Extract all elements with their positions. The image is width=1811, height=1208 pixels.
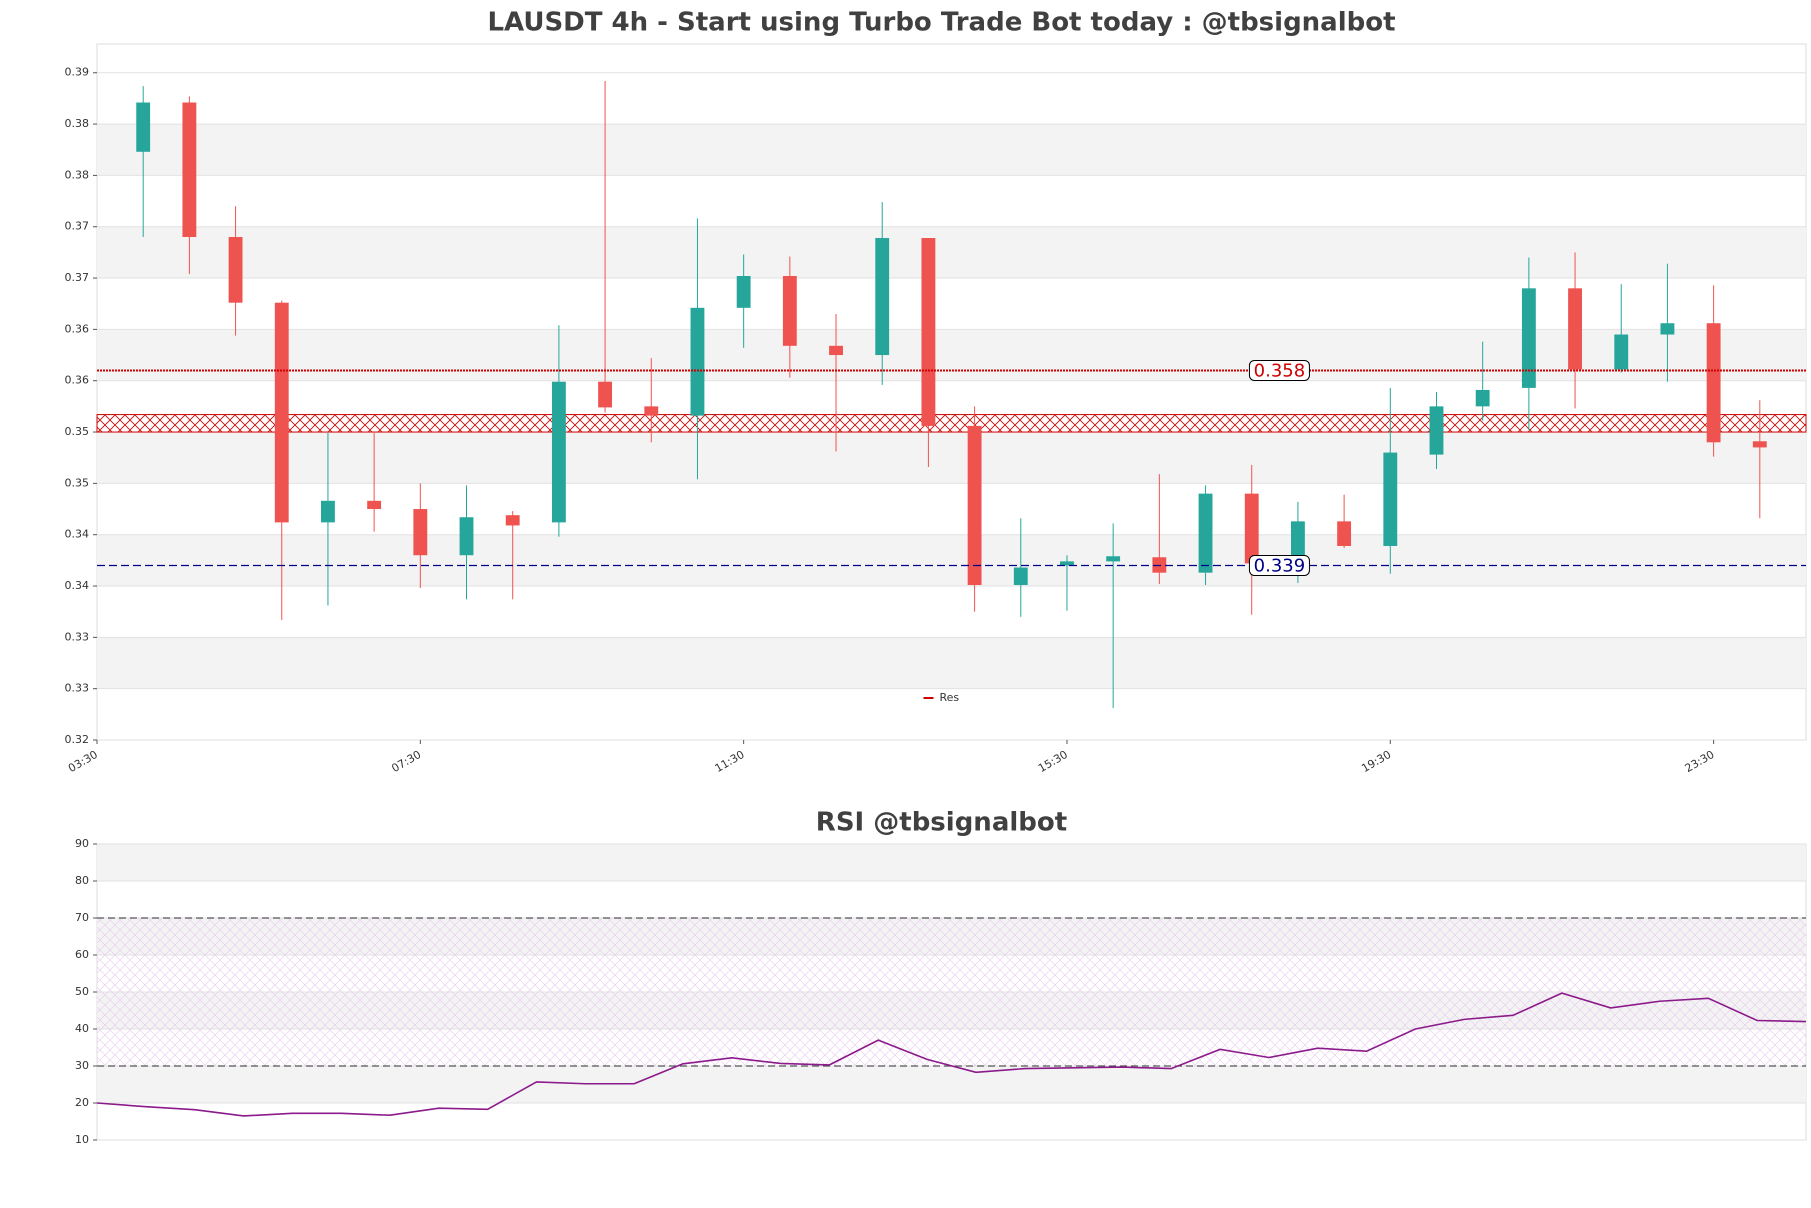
candle-body (921, 238, 936, 426)
y-tick-label: 0.34 (65, 528, 90, 541)
y-tick-label: 60 (75, 948, 89, 961)
y-tick-label: 0.36 (65, 322, 90, 335)
y-tick-label: 10 (75, 1133, 89, 1146)
candle-body (1337, 521, 1352, 546)
candle-body (1429, 406, 1444, 455)
band (97, 637, 1806, 689)
y-tick-label: 0.33 (65, 630, 90, 643)
candle-body (1013, 567, 1028, 585)
band (97, 226, 1806, 279)
x-tick-label: 07:30 (389, 748, 423, 775)
legend-label: Res (940, 691, 960, 704)
candle-body (598, 381, 613, 408)
candle-body (1244, 493, 1259, 564)
chart-title: LAUSDT 4h - Start using Turbo Trade Bot … (487, 8, 1395, 38)
zone (96, 414, 1807, 433)
y-tick-label: 0.35 (65, 425, 90, 438)
candle-body (1660, 323, 1675, 335)
band (97, 124, 1806, 176)
candle-body (274, 302, 289, 523)
candle-body (1568, 288, 1582, 370)
y-tick-label: 0.38 (65, 168, 90, 181)
band (97, 844, 1806, 881)
candle-body (1060, 561, 1074, 566)
candle-body (136, 102, 151, 152)
resistance-label: 0.358 (1254, 360, 1306, 381)
y-tick-label: 80 (75, 874, 89, 887)
candle-body (1475, 389, 1490, 407)
y-tick-label: 90 (75, 837, 89, 850)
y-tick-label: 0.36 (65, 374, 90, 387)
y-tick-label: 0.34 (65, 579, 90, 592)
band (97, 329, 1806, 381)
candle-body (644, 406, 659, 416)
candle-body (505, 515, 520, 526)
candle-body (690, 307, 705, 416)
x-tick-label: 15:30 (1036, 748, 1070, 775)
resistance-label-box (1248, 359, 1310, 381)
rsi-line (96, 992, 1807, 1117)
band (97, 1066, 1806, 1103)
candle-body (182, 102, 197, 237)
candle-body (875, 238, 890, 356)
candle-body (1198, 493, 1213, 573)
y-tick-label: 0.33 (65, 682, 90, 695)
candle-body (367, 500, 382, 510)
candle-body (1106, 556, 1121, 562)
candle-body (321, 500, 335, 523)
band (97, 432, 1806, 484)
y-tick-label: 0.32 (65, 733, 90, 746)
y-tick-label: 20 (75, 1096, 89, 1109)
candle-body (1706, 323, 1721, 443)
y-tick-label: 0.35 (65, 476, 90, 489)
candle-body (1383, 452, 1398, 546)
candle-body (228, 236, 243, 303)
candle-body (1521, 288, 1536, 388)
x-tick-label: 03:30 (66, 748, 100, 775)
candle-body (551, 381, 566, 523)
y-tick-label: 0.37 (65, 271, 90, 284)
candle-body (1614, 334, 1629, 370)
y-tick-label: 30 (75, 1059, 89, 1072)
x-tick-label: 11:30 (713, 748, 747, 775)
chart-title: RSI @tbsignalbot (816, 808, 1067, 838)
candle-body (967, 425, 982, 585)
support-label-box (1248, 554, 1310, 576)
y-tick-label: 0.39 (65, 66, 90, 79)
candle-body (413, 509, 428, 556)
x-tick-label: 19:30 (1359, 748, 1393, 775)
candle-body (459, 517, 474, 556)
candle-body (782, 276, 797, 346)
candle-body (736, 276, 751, 308)
support-label: 0.339 (1254, 555, 1306, 576)
x-tick-label: 23:30 (1683, 748, 1717, 775)
y-tick-label: 70 (75, 911, 89, 924)
zone (97, 918, 1806, 1066)
candle-body (1290, 521, 1305, 564)
candle-body (829, 345, 843, 356)
y-tick-label: 50 (75, 985, 89, 998)
band (97, 534, 1806, 587)
y-tick-label: 0.38 (65, 117, 90, 130)
y-tick-label: 40 (75, 1022, 89, 1035)
candle-body (1752, 441, 1767, 448)
y-tick-label: 0.37 (65, 220, 90, 233)
